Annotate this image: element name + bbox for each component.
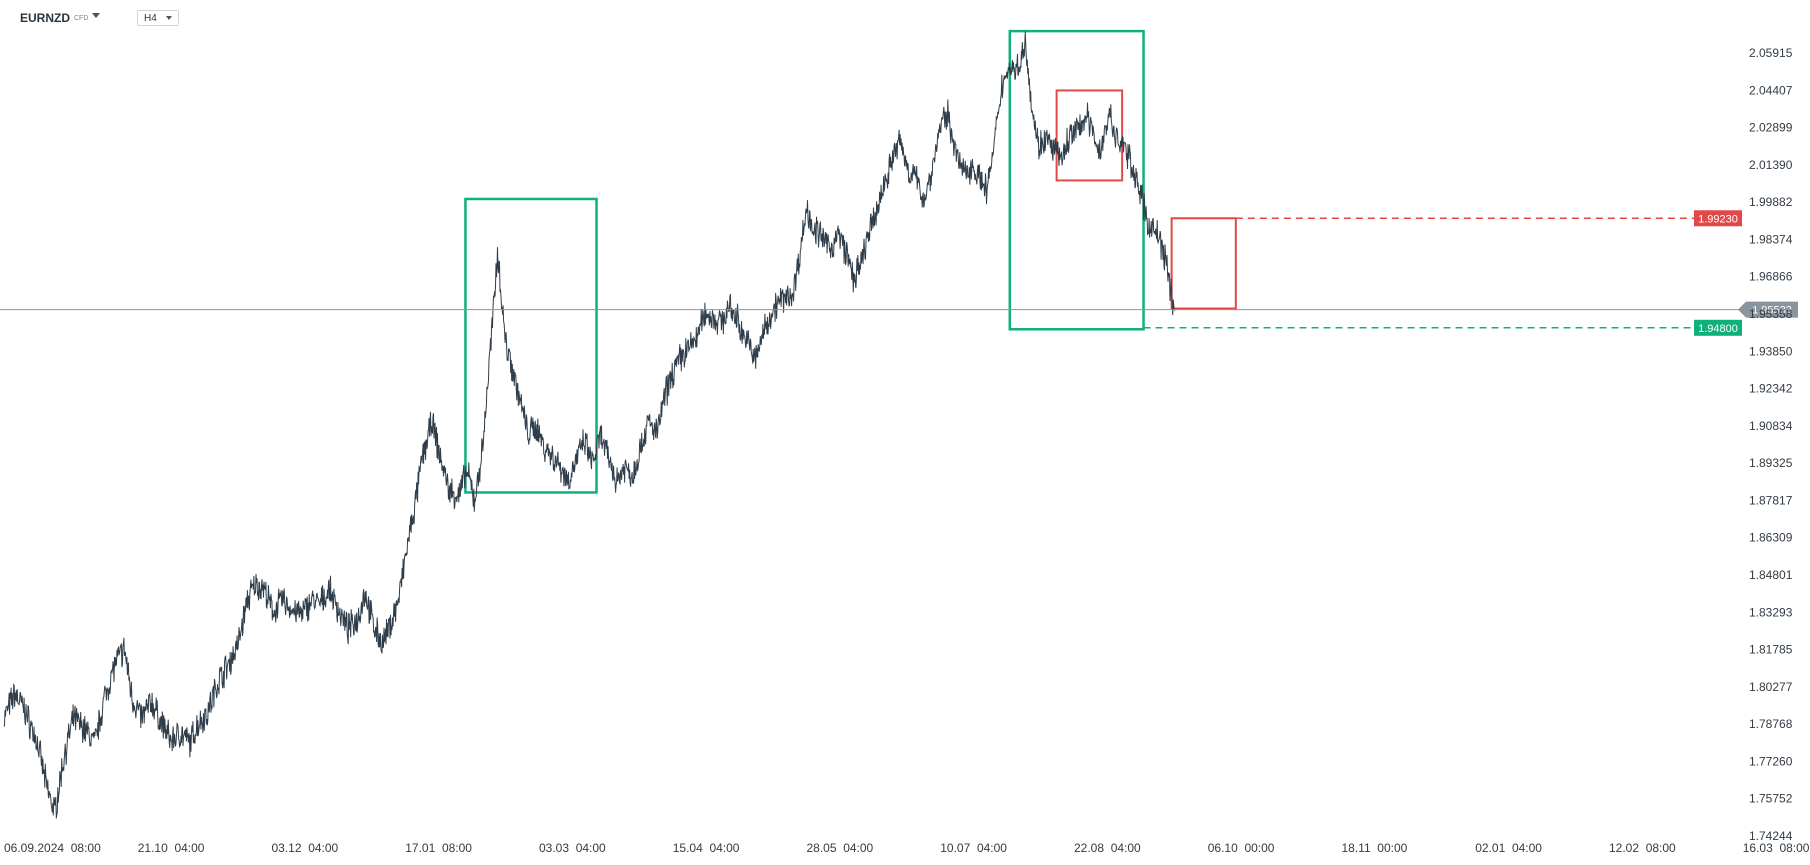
y-tick-label: 1.84801 (1749, 568, 1793, 582)
y-tick-label: 1.90834 (1749, 419, 1793, 433)
green-zone-box-0[interactable] (464, 197, 598, 494)
current-price-value: 1.95533 (1752, 305, 1792, 317)
x-tick-label: 10.07 04:00 (940, 841, 1007, 855)
resistance-price-value: 1.99230 (1698, 213, 1738, 225)
y-tick-label: 1.87817 (1749, 493, 1793, 507)
y-tick-label: 2.05915 (1749, 46, 1793, 60)
x-tick-label: 03.12 04:00 (272, 841, 339, 855)
x-tick-label: 28.05 04:00 (807, 841, 874, 855)
y-tick-label: 1.77260 (1749, 754, 1793, 768)
y-tick-label: 1.74244 (1749, 829, 1793, 843)
chevron-down-icon[interactable] (92, 13, 100, 18)
y-tick-label: 1.86309 (1749, 531, 1793, 545)
chart-toolbar: EURNZD CFD H4 (0, 0, 300, 36)
y-tick-label: 1.75752 (1749, 792, 1793, 806)
symbol-selector[interactable]: EURNZD CFD (20, 11, 88, 25)
timeframe-label: H4 (144, 13, 157, 24)
symbol-type-badge: CFD (74, 15, 89, 23)
y-tick-label: 1.99882 (1749, 195, 1793, 209)
y-tick-label: 1.92342 (1749, 382, 1793, 396)
y-tick-label: 2.04407 (1749, 83, 1793, 97)
x-tick-label: 18.11 00:00 (1342, 841, 1408, 855)
y-tick-label: 1.78768 (1749, 717, 1793, 731)
y-tick-label: 1.89325 (1749, 456, 1793, 470)
y-tick-label: 1.93850 (1749, 344, 1793, 358)
y-tick-label: 1.95358 (1749, 307, 1793, 321)
x-tick-label: 06.10 00:00 (1208, 841, 1275, 855)
x-tick-label: 02.01 04:00 (1475, 841, 1542, 855)
x-tick-label: 22.08 04:00 (1074, 841, 1141, 855)
red-zone-box-2[interactable] (1055, 89, 1124, 182)
support-price-value: 1.94800 (1698, 323, 1738, 335)
y-tick-label: 2.01390 (1749, 158, 1793, 172)
y-tick-label: 1.96866 (1749, 270, 1793, 284)
x-tick-label: 12.02 08:00 (1609, 841, 1676, 855)
current-price-tag: 1.95533 (1738, 301, 1798, 318)
chevron-down-icon (166, 16, 172, 20)
y-tick-label: 1.98374 (1749, 232, 1793, 246)
x-tick-label: 06.09.2024 08:00 (4, 841, 101, 855)
y-tick-label: 1.80277 (1749, 680, 1793, 694)
x-tick-label: 15.04 04:00 (673, 841, 740, 855)
red-zone-box-3[interactable] (1170, 217, 1237, 310)
price-series-line (3, 31, 1175, 819)
y-tick-label: 1.81785 (1749, 643, 1793, 657)
y-tick-label: 1.83293 (1749, 605, 1793, 619)
y-tick-label: 2.02899 (1749, 121, 1793, 135)
green-zone-box-1[interactable] (1008, 29, 1145, 331)
timeframe-selector[interactable]: H4 (137, 10, 179, 26)
x-tick-label: 16.03 08:00 (1743, 841, 1810, 855)
x-tick-label: 03.03 04:00 (539, 841, 606, 855)
symbol-label: EURNZD (20, 11, 70, 25)
x-tick-label: 17.01 08:00 (405, 841, 472, 855)
x-tick-label: 21.10 04:00 (138, 841, 205, 855)
resistance-price-tag: 1.99230 (1694, 210, 1742, 227)
support-price-tag: 1.94800 (1694, 319, 1742, 336)
